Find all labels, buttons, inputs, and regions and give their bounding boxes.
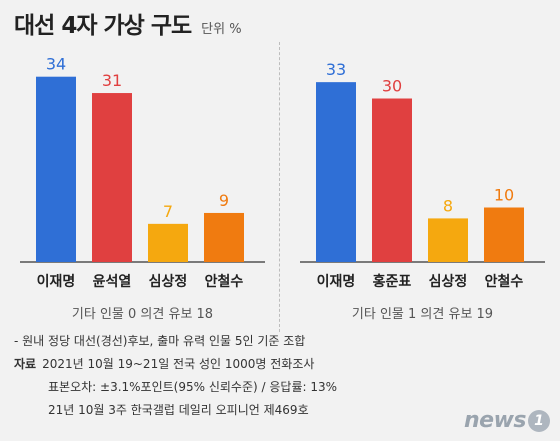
survey-info: 2021년 10월 19~21일 전국 성인 1000명 전화조사	[42, 357, 315, 371]
value-label-0-1: 31	[102, 71, 122, 90]
value-label-1-2: 8	[443, 196, 453, 215]
value-label-0-0: 34	[46, 55, 66, 74]
bar-1-1	[372, 98, 412, 262]
value-label-0-2: 7	[163, 202, 173, 221]
value-label-1-0: 33	[326, 60, 346, 79]
title-row: 대선 4자 가상 구도 단위 %	[14, 6, 242, 40]
bar-0-2	[148, 223, 188, 262]
report-info: 21년 10월 3주 한국갤럽 데일리 오피니언 제469호	[48, 403, 309, 417]
value-label-1-3: 10	[494, 186, 514, 205]
category-label-1-3: 안철수	[485, 273, 524, 290]
category-label-1-1: 홍준표	[373, 273, 412, 290]
news1-logo: news 1	[464, 408, 550, 433]
category-label-1-2: 심상정	[429, 273, 468, 290]
chart-divider	[279, 42, 280, 332]
source-line: 자료 2021년 10월 19~21일 전국 성인 1000명 전화조사	[14, 353, 337, 376]
chart-title: 대선 4자 가상 구도	[14, 13, 192, 39]
value-label-1-1: 30	[382, 77, 402, 96]
category-label-1-0: 이재명	[317, 273, 356, 290]
value-label-0-3: 9	[219, 191, 229, 210]
note-1: 기타 인물 1 의견 유보 19	[352, 307, 493, 322]
bar-0-1	[92, 93, 132, 262]
margin-of-error: 표본오차: ±3.1%포인트(95% 신뢰수준) / 응답률: 13%	[48, 380, 338, 394]
bar-1-2	[428, 218, 468, 262]
source-label: 자료	[14, 357, 37, 371]
bar-1-3	[484, 207, 524, 262]
category-label-0-0: 이재명	[37, 273, 76, 290]
logo-text: news	[463, 408, 527, 433]
unit-label: 단위 %	[201, 22, 242, 37]
footer: - 원내 정당 대선(경선)후보, 출마 유력 인물 5인 기준 조합 자료 20…	[14, 330, 337, 422]
category-label-0-1: 윤석열	[93, 273, 132, 290]
logo-badge: 1	[528, 409, 550, 432]
bar-0-0	[36, 76, 76, 262]
category-label-0-3: 안철수	[205, 273, 244, 290]
bar-1-0	[316, 82, 356, 263]
category-label-0-2: 심상정	[149, 273, 188, 290]
bar-0-3	[204, 212, 244, 262]
note-0: 기타 인물 0 의견 유보 18	[72, 307, 213, 322]
footnote: - 원내 정당 대선(경선)후보, 출마 유력 인물 5인 기준 조합	[14, 334, 306, 348]
